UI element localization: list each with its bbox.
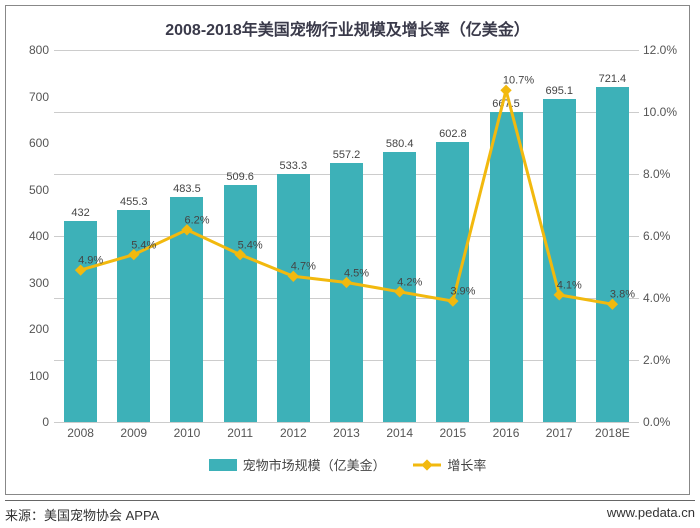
x-tick-label: 2010 xyxy=(174,426,201,440)
line-value-label: 4.1% xyxy=(557,279,582,291)
x-tick-label: 2016 xyxy=(493,426,520,440)
x-tick-label: 2009 xyxy=(120,426,147,440)
line-value-label: 10.7% xyxy=(503,75,534,87)
chart-title: 2008-2018年美国宠物行业规模及增长率（亿美金） xyxy=(6,6,689,50)
y-left-tick: 400 xyxy=(14,229,49,243)
y-right-tick: 6.0% xyxy=(643,229,687,243)
footer: 来源：美国宠物协会 APPA www.pedata.cn xyxy=(5,500,695,524)
line-layer xyxy=(54,50,639,422)
y-left-tick: 700 xyxy=(14,90,49,104)
line-value-label: 4.2% xyxy=(397,276,422,288)
x-tick-label: 2011 xyxy=(227,426,253,440)
y-left-tick: 600 xyxy=(14,136,49,150)
y-right-tick: 4.0% xyxy=(643,291,687,305)
y-right-tick: 10.0% xyxy=(643,105,687,119)
legend-swatch-line xyxy=(413,459,441,471)
y-right-tick: 2.0% xyxy=(643,353,687,367)
line-value-label: 4.9% xyxy=(78,254,103,266)
legend: 宠物市场规模（亿美金） 增长率 xyxy=(6,455,689,474)
legend-swatch-bar xyxy=(209,459,237,471)
x-tick-label: 2008 xyxy=(67,426,94,440)
line-value-label: 5.4% xyxy=(238,239,263,251)
source-text: 来源：美国宠物协会 APPA xyxy=(5,505,159,524)
y-left-tick: 0 xyxy=(14,415,49,429)
y-left-tick: 100 xyxy=(14,369,49,383)
x-tick-label: 2013 xyxy=(333,426,360,440)
legend-label-line: 增长率 xyxy=(447,455,486,474)
y-left-tick: 300 xyxy=(14,276,49,290)
legend-item-line: 增长率 xyxy=(413,455,486,474)
y-left-tick: 800 xyxy=(14,43,49,57)
y-right-tick: 0.0% xyxy=(643,415,687,429)
x-tick-label: 2014 xyxy=(386,426,413,440)
y-left-tick: 200 xyxy=(14,322,49,336)
line-value-label: 4.5% xyxy=(344,267,369,279)
x-tick-label: 2015 xyxy=(440,426,467,440)
line-value-label: 3.8% xyxy=(610,289,635,301)
chart-container: 2008-2018年美国宠物行业规模及增长率（亿美金） 010020030040… xyxy=(5,5,690,495)
line-value-label: 4.7% xyxy=(291,261,316,273)
x-tick-label: 2018E xyxy=(595,426,630,440)
legend-item-bar: 宠物市场规模（亿美金） xyxy=(209,455,386,474)
line-value-label: 3.9% xyxy=(450,285,475,297)
legend-label-bar: 宠物市场规模（亿美金） xyxy=(243,455,386,474)
y-left-tick: 500 xyxy=(14,183,49,197)
line-value-label: 6.2% xyxy=(184,214,209,226)
x-tick-label: 2012 xyxy=(280,426,307,440)
y-right-tick: 12.0% xyxy=(643,43,687,57)
y-right-tick: 8.0% xyxy=(643,167,687,181)
line-value-label: 5.4% xyxy=(131,239,156,251)
watermark-text: www.pedata.cn xyxy=(607,505,695,524)
x-tick-label: 2017 xyxy=(546,426,573,440)
plot-area: 01002003004005006007008000.0%2.0%4.0%6.0… xyxy=(54,50,639,422)
